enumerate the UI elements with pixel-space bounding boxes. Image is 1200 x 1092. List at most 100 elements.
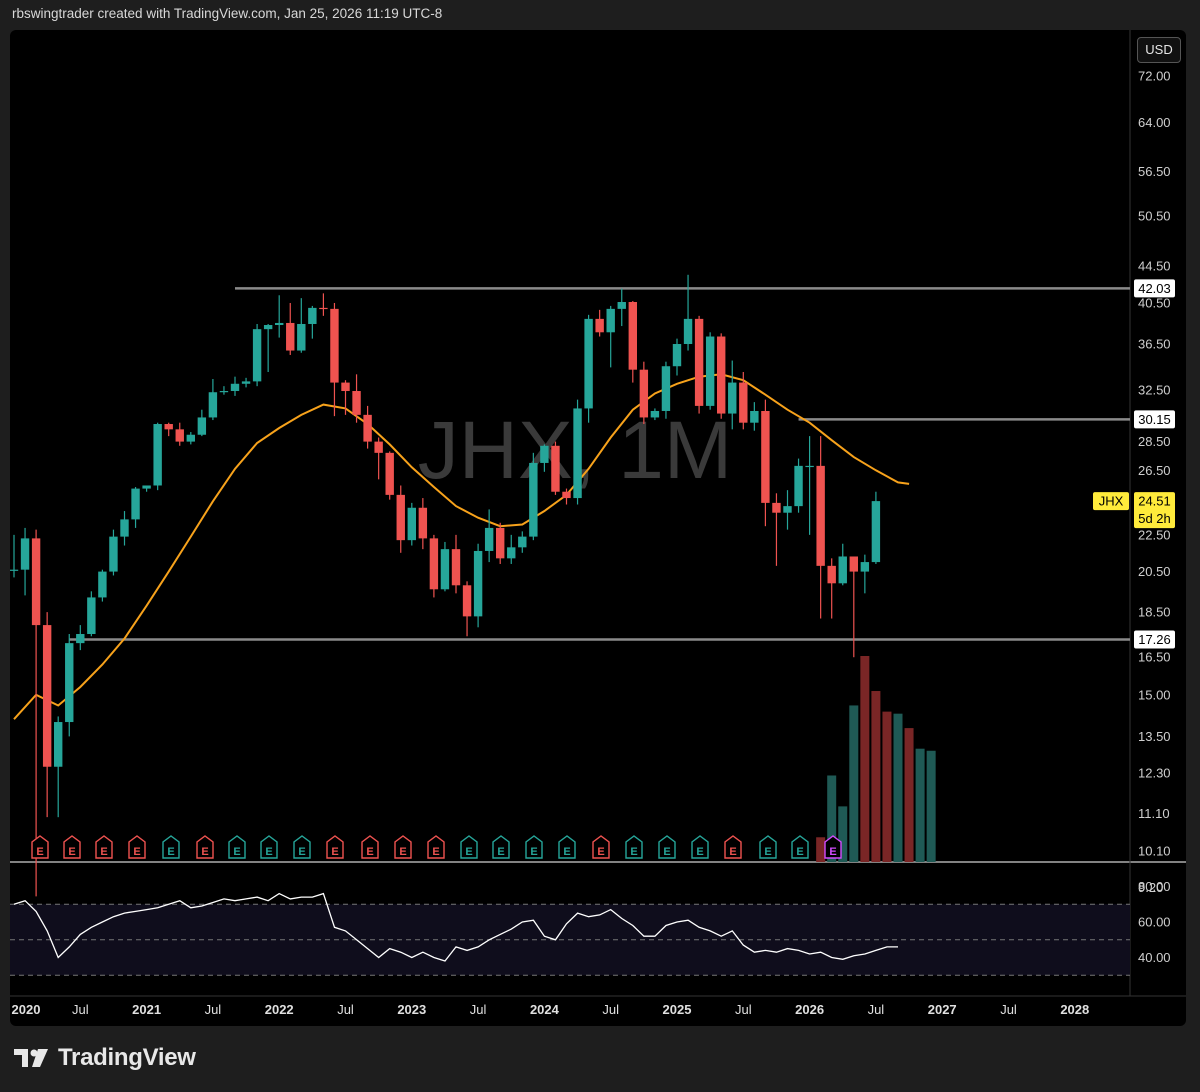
candle-body bbox=[54, 722, 63, 767]
candle-body bbox=[241, 381, 251, 384]
price-tick-label: 44.50 bbox=[1138, 258, 1171, 273]
candle-body bbox=[297, 323, 306, 351]
candle-body bbox=[705, 336, 715, 406]
candle-body bbox=[440, 549, 450, 590]
earnings-marker-shape bbox=[361, 835, 379, 859]
price-tick-label: 56.50 bbox=[1138, 164, 1171, 179]
candle-body bbox=[219, 391, 229, 393]
time-axis-label: Jul bbox=[470, 1002, 487, 1017]
earnings-marker: E bbox=[759, 835, 777, 859]
price-tick-label: 32.50 bbox=[1138, 382, 1171, 397]
price-tick-label: 20.50 bbox=[1138, 564, 1171, 579]
candle-body bbox=[849, 556, 858, 572]
volume-bar bbox=[838, 806, 848, 862]
volume-bar bbox=[904, 728, 914, 862]
earnings-marker-shape bbox=[162, 835, 180, 859]
candle-body bbox=[275, 322, 284, 326]
time-axis-label: 2027 bbox=[928, 1002, 957, 1017]
candle-body bbox=[518, 536, 527, 548]
candle-body bbox=[76, 634, 85, 644]
earnings-marker: E bbox=[691, 835, 709, 859]
earnings-marker-shape bbox=[31, 835, 49, 859]
candle-body bbox=[42, 625, 52, 767]
time-axis-label: Jul bbox=[735, 1002, 752, 1017]
earnings-marker-label: E bbox=[366, 846, 373, 858]
candle-body bbox=[363, 414, 372, 442]
candle-body bbox=[109, 536, 118, 572]
candle-body bbox=[540, 445, 549, 463]
earnings-marker-label: E bbox=[133, 846, 140, 858]
level-price-tag bbox=[1134, 410, 1175, 429]
price-tick-label: 50.50 bbox=[1138, 208, 1171, 223]
earnings-marker: E bbox=[63, 835, 81, 859]
earnings-marker-shape bbox=[658, 835, 676, 859]
candle-body bbox=[661, 366, 671, 411]
volume-bar bbox=[816, 837, 826, 862]
price-chart-svg[interactable]: JHX, 1ME E E E E E E E E E E E E E E E E E E E E E E E E72.0064.… bbox=[10, 30, 1186, 1026]
earnings-marker-label: E bbox=[233, 846, 240, 858]
candle-body bbox=[263, 325, 273, 330]
tradingview-logo: TradingView bbox=[14, 1044, 196, 1072]
candle-body bbox=[175, 429, 184, 442]
bar-countdown-label: 5d 2h bbox=[1138, 511, 1171, 526]
earnings-marker-label: E bbox=[399, 846, 406, 858]
earnings-marker: E bbox=[658, 835, 676, 859]
candle-body bbox=[606, 308, 615, 333]
candle-body bbox=[750, 410, 759, 423]
candle-body bbox=[87, 597, 96, 635]
candle-body bbox=[551, 445, 560, 492]
chart-panel[interactable]: JHX, 1M E E E E E E E E E E E E E E E E E E E E E E E E E 72.00 64.… bbox=[10, 30, 1186, 1026]
volume-bar bbox=[893, 713, 903, 862]
candle-body bbox=[462, 585, 472, 617]
candle-body bbox=[529, 462, 538, 537]
candle-body bbox=[341, 382, 350, 392]
earnings-marker-label: E bbox=[497, 846, 504, 858]
candle-body bbox=[783, 506, 792, 513]
footer-brand: TradingView bbox=[58, 1044, 196, 1071]
price-tick-label: 64.00 bbox=[1138, 115, 1171, 130]
earnings-marker-label: E bbox=[597, 846, 604, 858]
earnings-marker-shape bbox=[394, 835, 412, 859]
candle-body bbox=[617, 302, 626, 309]
earnings-marker-shape bbox=[460, 835, 478, 859]
candle-body bbox=[595, 318, 604, 333]
candle-body bbox=[330, 308, 339, 383]
earnings-marker: E bbox=[128, 835, 146, 859]
earnings-marker: E bbox=[260, 835, 278, 859]
candle-body bbox=[352, 391, 361, 415]
currency-button[interactable]: USD bbox=[1137, 37, 1181, 63]
earnings-marker: E bbox=[791, 835, 809, 859]
earnings-marker: E bbox=[162, 835, 180, 859]
candle-body bbox=[308, 307, 317, 324]
candle-body bbox=[805, 465, 814, 468]
candle-body bbox=[562, 491, 571, 499]
candle-body bbox=[628, 302, 637, 370]
earnings-marker-label: E bbox=[630, 846, 637, 858]
time-axis-label: Jul bbox=[337, 1002, 354, 1017]
earnings-marker-shape bbox=[260, 835, 278, 859]
symbol-tag bbox=[1093, 492, 1129, 511]
candle-body bbox=[672, 344, 682, 367]
earnings-marker: E bbox=[525, 835, 543, 859]
earnings-marker-label: E bbox=[265, 846, 272, 858]
price-tick-label: 11.10 bbox=[1138, 806, 1170, 821]
candle-body bbox=[650, 410, 660, 418]
earnings-marker: E bbox=[31, 835, 49, 859]
time-axis-label: Jul bbox=[1000, 1002, 1017, 1017]
candle-body bbox=[860, 562, 870, 572]
candle-body bbox=[164, 424, 173, 430]
price-tick-label: 22.50 bbox=[1138, 527, 1171, 542]
candle-body bbox=[153, 424, 162, 486]
earnings-marker: E bbox=[196, 835, 214, 859]
candle-body bbox=[816, 465, 825, 566]
earnings-marker-shape bbox=[427, 835, 445, 859]
earnings-marker-label: E bbox=[331, 846, 338, 858]
time-axis-label: 2020 bbox=[12, 1002, 41, 1017]
time-axis-label: 2021 bbox=[132, 1002, 161, 1017]
price-tick-label: 36.50 bbox=[1138, 337, 1171, 352]
candle-body bbox=[683, 318, 693, 345]
candle-body bbox=[131, 488, 140, 520]
symbol-tag-label: JHX bbox=[1099, 494, 1124, 509]
earnings-marker: E bbox=[460, 835, 478, 859]
candle-body bbox=[20, 538, 30, 570]
